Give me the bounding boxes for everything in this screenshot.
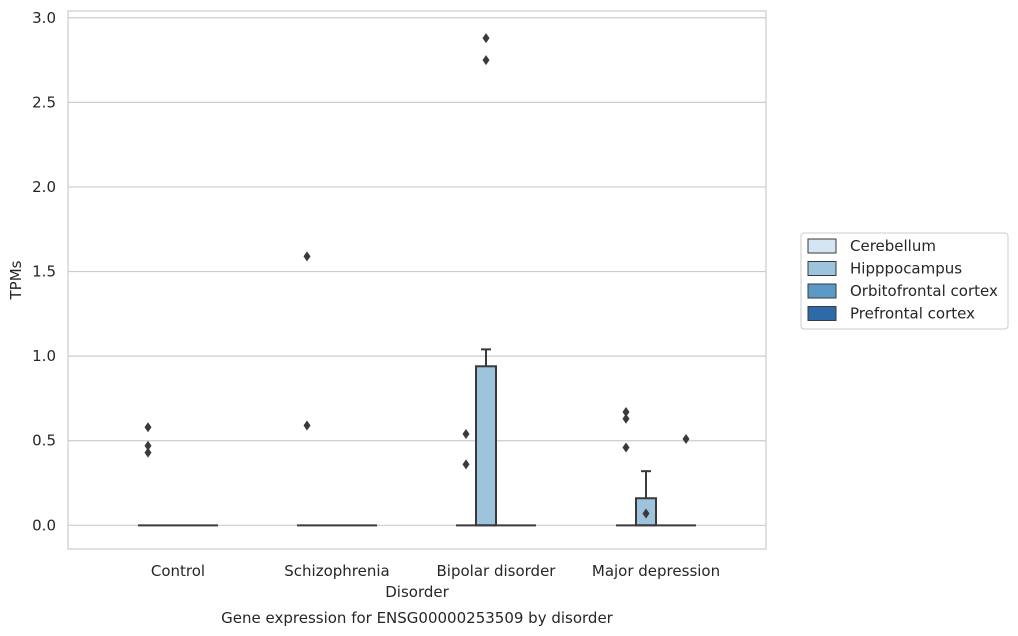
box-plot (475, 33, 497, 527)
box-plot (297, 251, 317, 527)
box-plot (616, 406, 636, 527)
x-tick-label: Schizophrenia (284, 562, 389, 580)
outlier-point (303, 420, 311, 431)
legend-swatch (807, 261, 837, 276)
legend-label: Hipppocampus (850, 260, 962, 278)
x-tick-label: Bipolar disorder (437, 562, 557, 580)
legend-frame (800, 232, 1009, 330)
plot-frame (67, 10, 767, 550)
outlier-point (462, 428, 470, 439)
y-tick-labels: 0.0 0.5 1.0 1.5 2.0 2.5 3.0 (32, 9, 56, 535)
box-plot (138, 422, 158, 527)
outlier-point (482, 55, 490, 66)
y-tick-label: 3.0 (32, 9, 56, 27)
outlier-point (482, 33, 490, 44)
legend-swatch (807, 283, 837, 299)
x-tick-label: Major depression (592, 562, 720, 580)
y-tick-label: 1.0 (32, 347, 56, 365)
y-tick-label: 2.0 (32, 178, 56, 196)
outlier-point (622, 406, 630, 417)
y-tick-label: 0.0 (32, 516, 56, 534)
outlier-point (682, 434, 690, 445)
legend-label: Prefrontal cortex (850, 305, 975, 323)
chart-title: Gene expression for ENSG00000253509 by d… (221, 609, 614, 627)
y-tick-label: 2.5 (32, 93, 56, 111)
outlier-point (144, 440, 152, 451)
legend-items: Cerebellum Hipppocampus Orbitofrontal cort… (807, 237, 998, 323)
outlier-point (462, 459, 470, 470)
y-axis-label: TPMs (7, 260, 25, 300)
grid-lines (68, 17, 766, 526)
legend-label: Orbitofrontal cortex (850, 282, 998, 300)
legend-label: Cerebellum (850, 237, 936, 255)
box-body (475, 365, 497, 527)
outlier-point (303, 251, 311, 262)
outlier-point (144, 422, 152, 433)
y-tick-label: 0.5 (32, 432, 56, 450)
x-tick-labels: Control Schizophrenia Bipolar disorder Majo… (151, 562, 720, 580)
outlier-point (642, 508, 650, 519)
box-plot (635, 470, 657, 527)
outlier-point (144, 447, 152, 458)
outlier-point (622, 413, 630, 424)
x-axis-label: Disorder (385, 583, 449, 601)
x-tick-label: Control (151, 562, 205, 580)
y-tick-label: 1.5 (32, 263, 56, 281)
box-plots (138, 33, 696, 527)
legend: Cerebellum Hipppocampus Orbitofrontal cort… (800, 232, 1009, 330)
box-plot (456, 428, 476, 527)
box-plot (676, 434, 696, 527)
legend-swatch (807, 238, 837, 254)
legend-swatch (807, 306, 837, 321)
outlier-point (622, 442, 630, 453)
